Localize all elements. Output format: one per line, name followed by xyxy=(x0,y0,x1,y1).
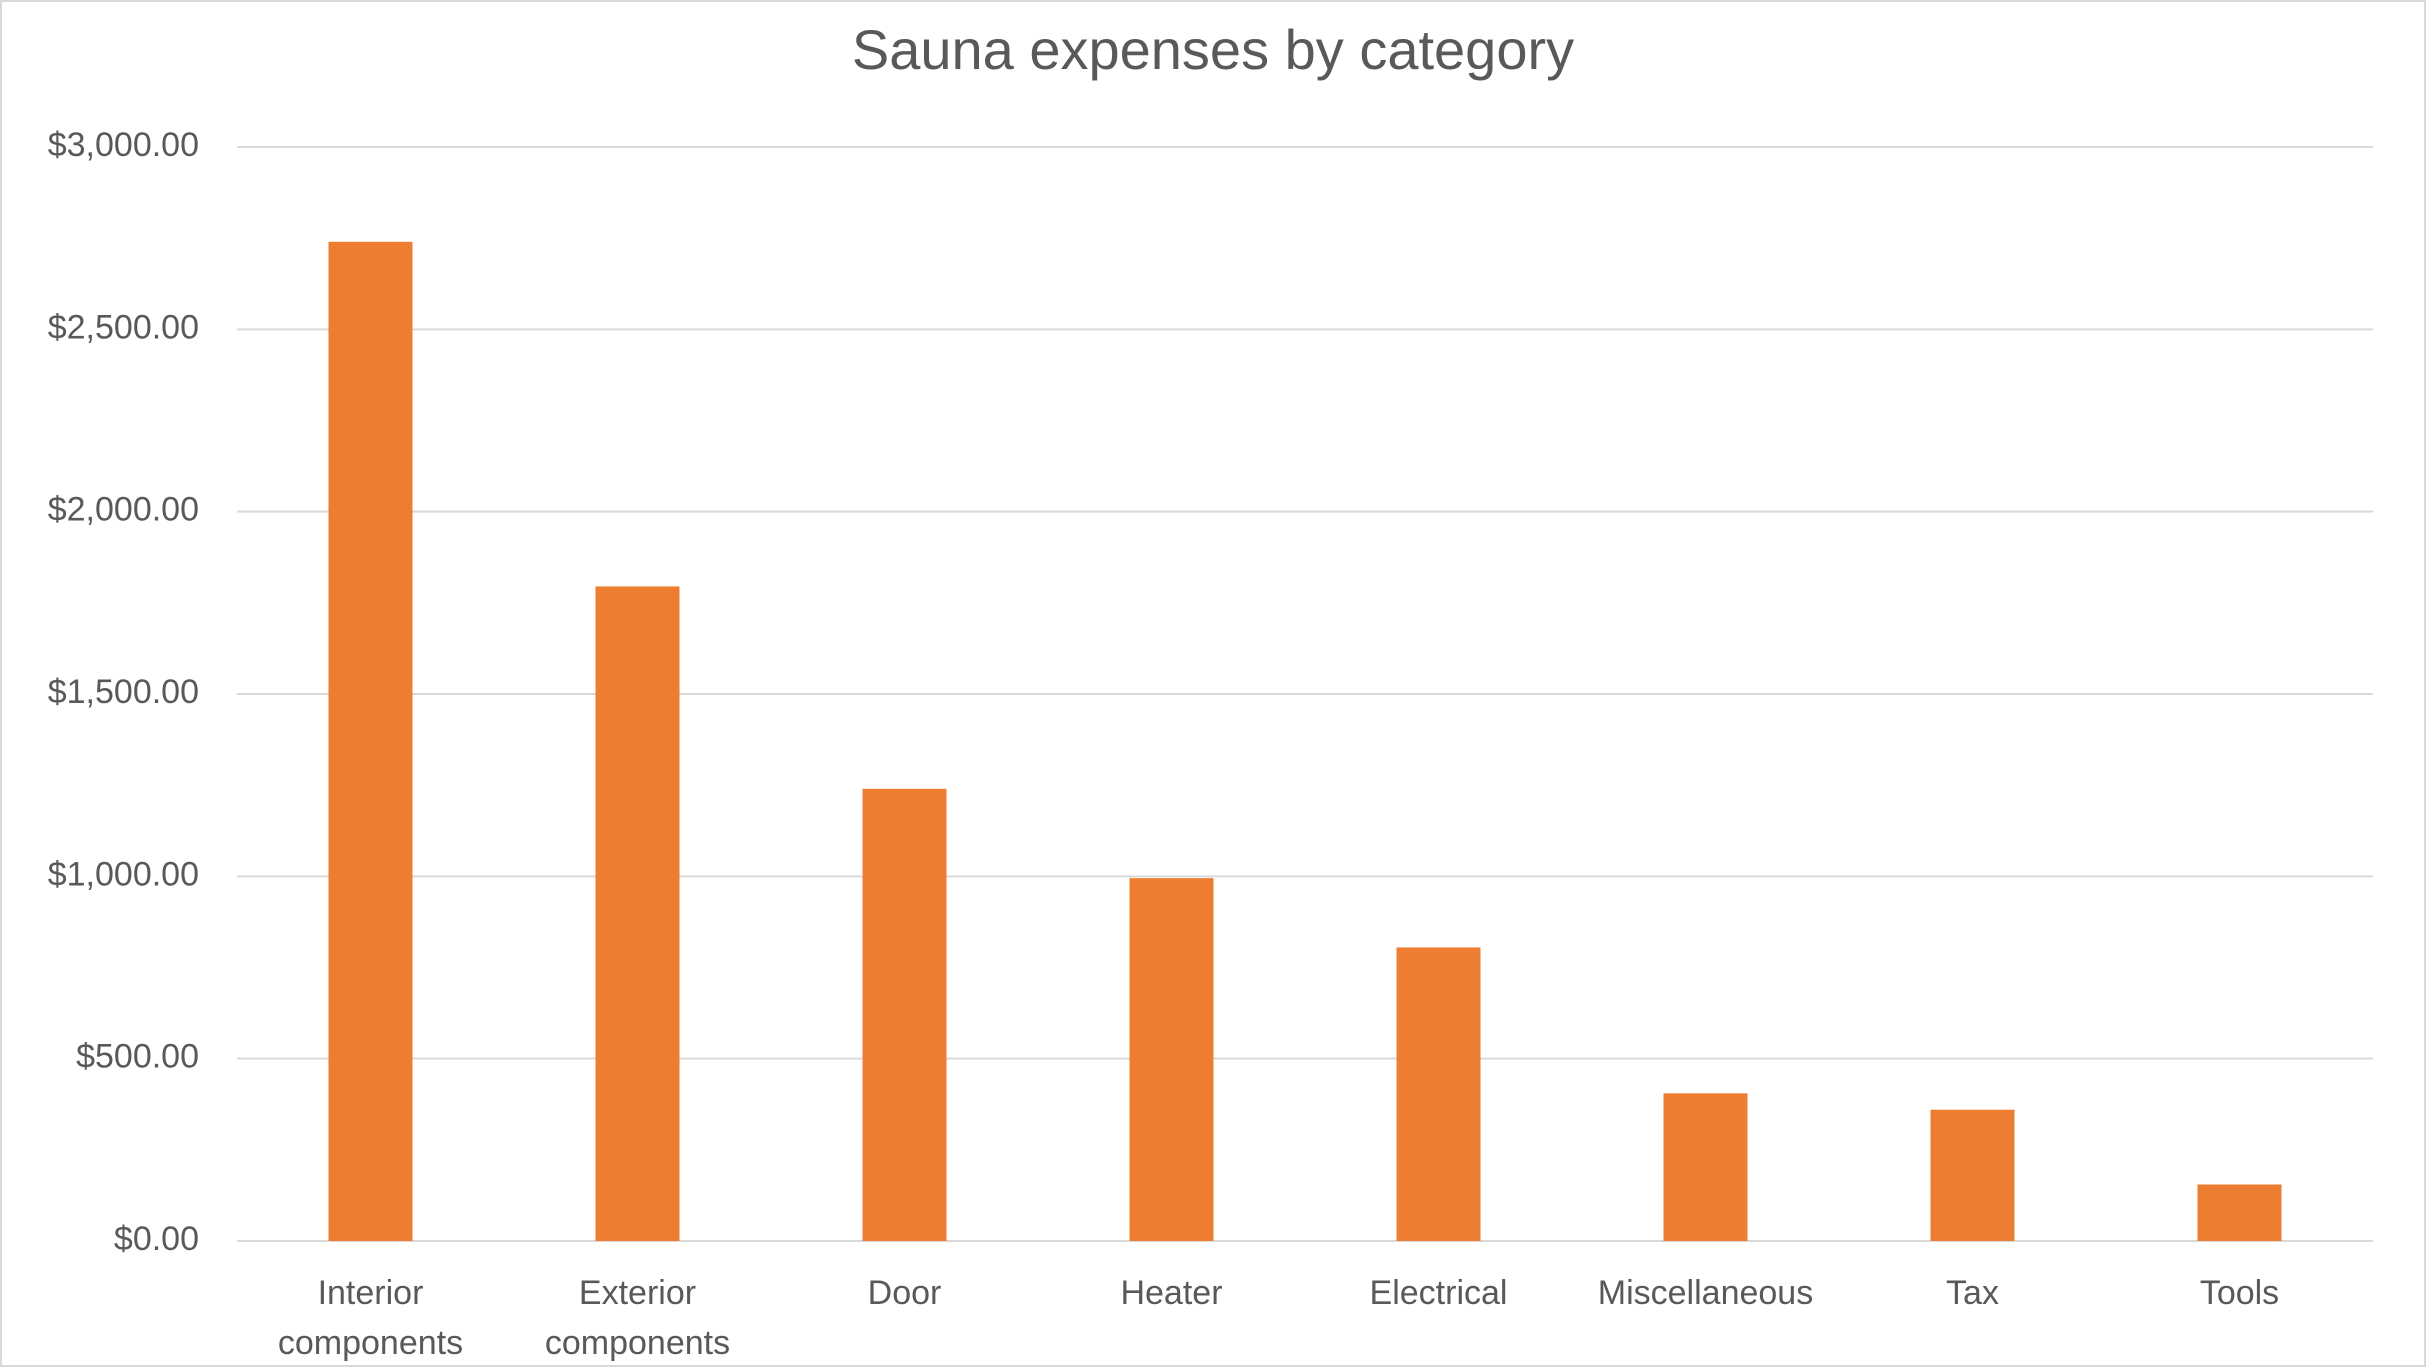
y-tick-label: $2,500.00 xyxy=(48,308,199,346)
bar xyxy=(1129,878,1214,1241)
x-tick-label: Electrical xyxy=(1370,1274,1508,1312)
bar xyxy=(1663,1093,1748,1241)
x-tick-label: Miscellaneous xyxy=(1598,1274,1813,1312)
x-tick-label: Interior components xyxy=(278,1274,463,1362)
bar xyxy=(1396,947,1481,1241)
bar xyxy=(328,241,413,1241)
x-tick-label: Door xyxy=(868,1274,942,1312)
y-tick-label: $1,500.00 xyxy=(48,673,199,711)
x-tick-label: Heater xyxy=(1120,1274,1222,1312)
bar xyxy=(595,586,680,1241)
y-tick-label: $2,000.00 xyxy=(48,491,199,529)
bar xyxy=(2197,1184,2282,1241)
x-tick-label: Tax xyxy=(1946,1274,1999,1312)
y-tick-label: $0.00 xyxy=(114,1220,199,1258)
bar xyxy=(862,788,947,1241)
y-tick-label: $1,000.00 xyxy=(48,855,199,893)
y-tick-label: $3,000.00 xyxy=(48,126,199,164)
y-tick-label: $500.00 xyxy=(76,1038,199,1076)
x-tick-label: Tools xyxy=(2200,1274,2279,1312)
bar xyxy=(1930,1109,2015,1241)
x-tick-label: Exterior components xyxy=(545,1274,730,1362)
chart-title: Sauna expenses by category xyxy=(852,18,1574,81)
